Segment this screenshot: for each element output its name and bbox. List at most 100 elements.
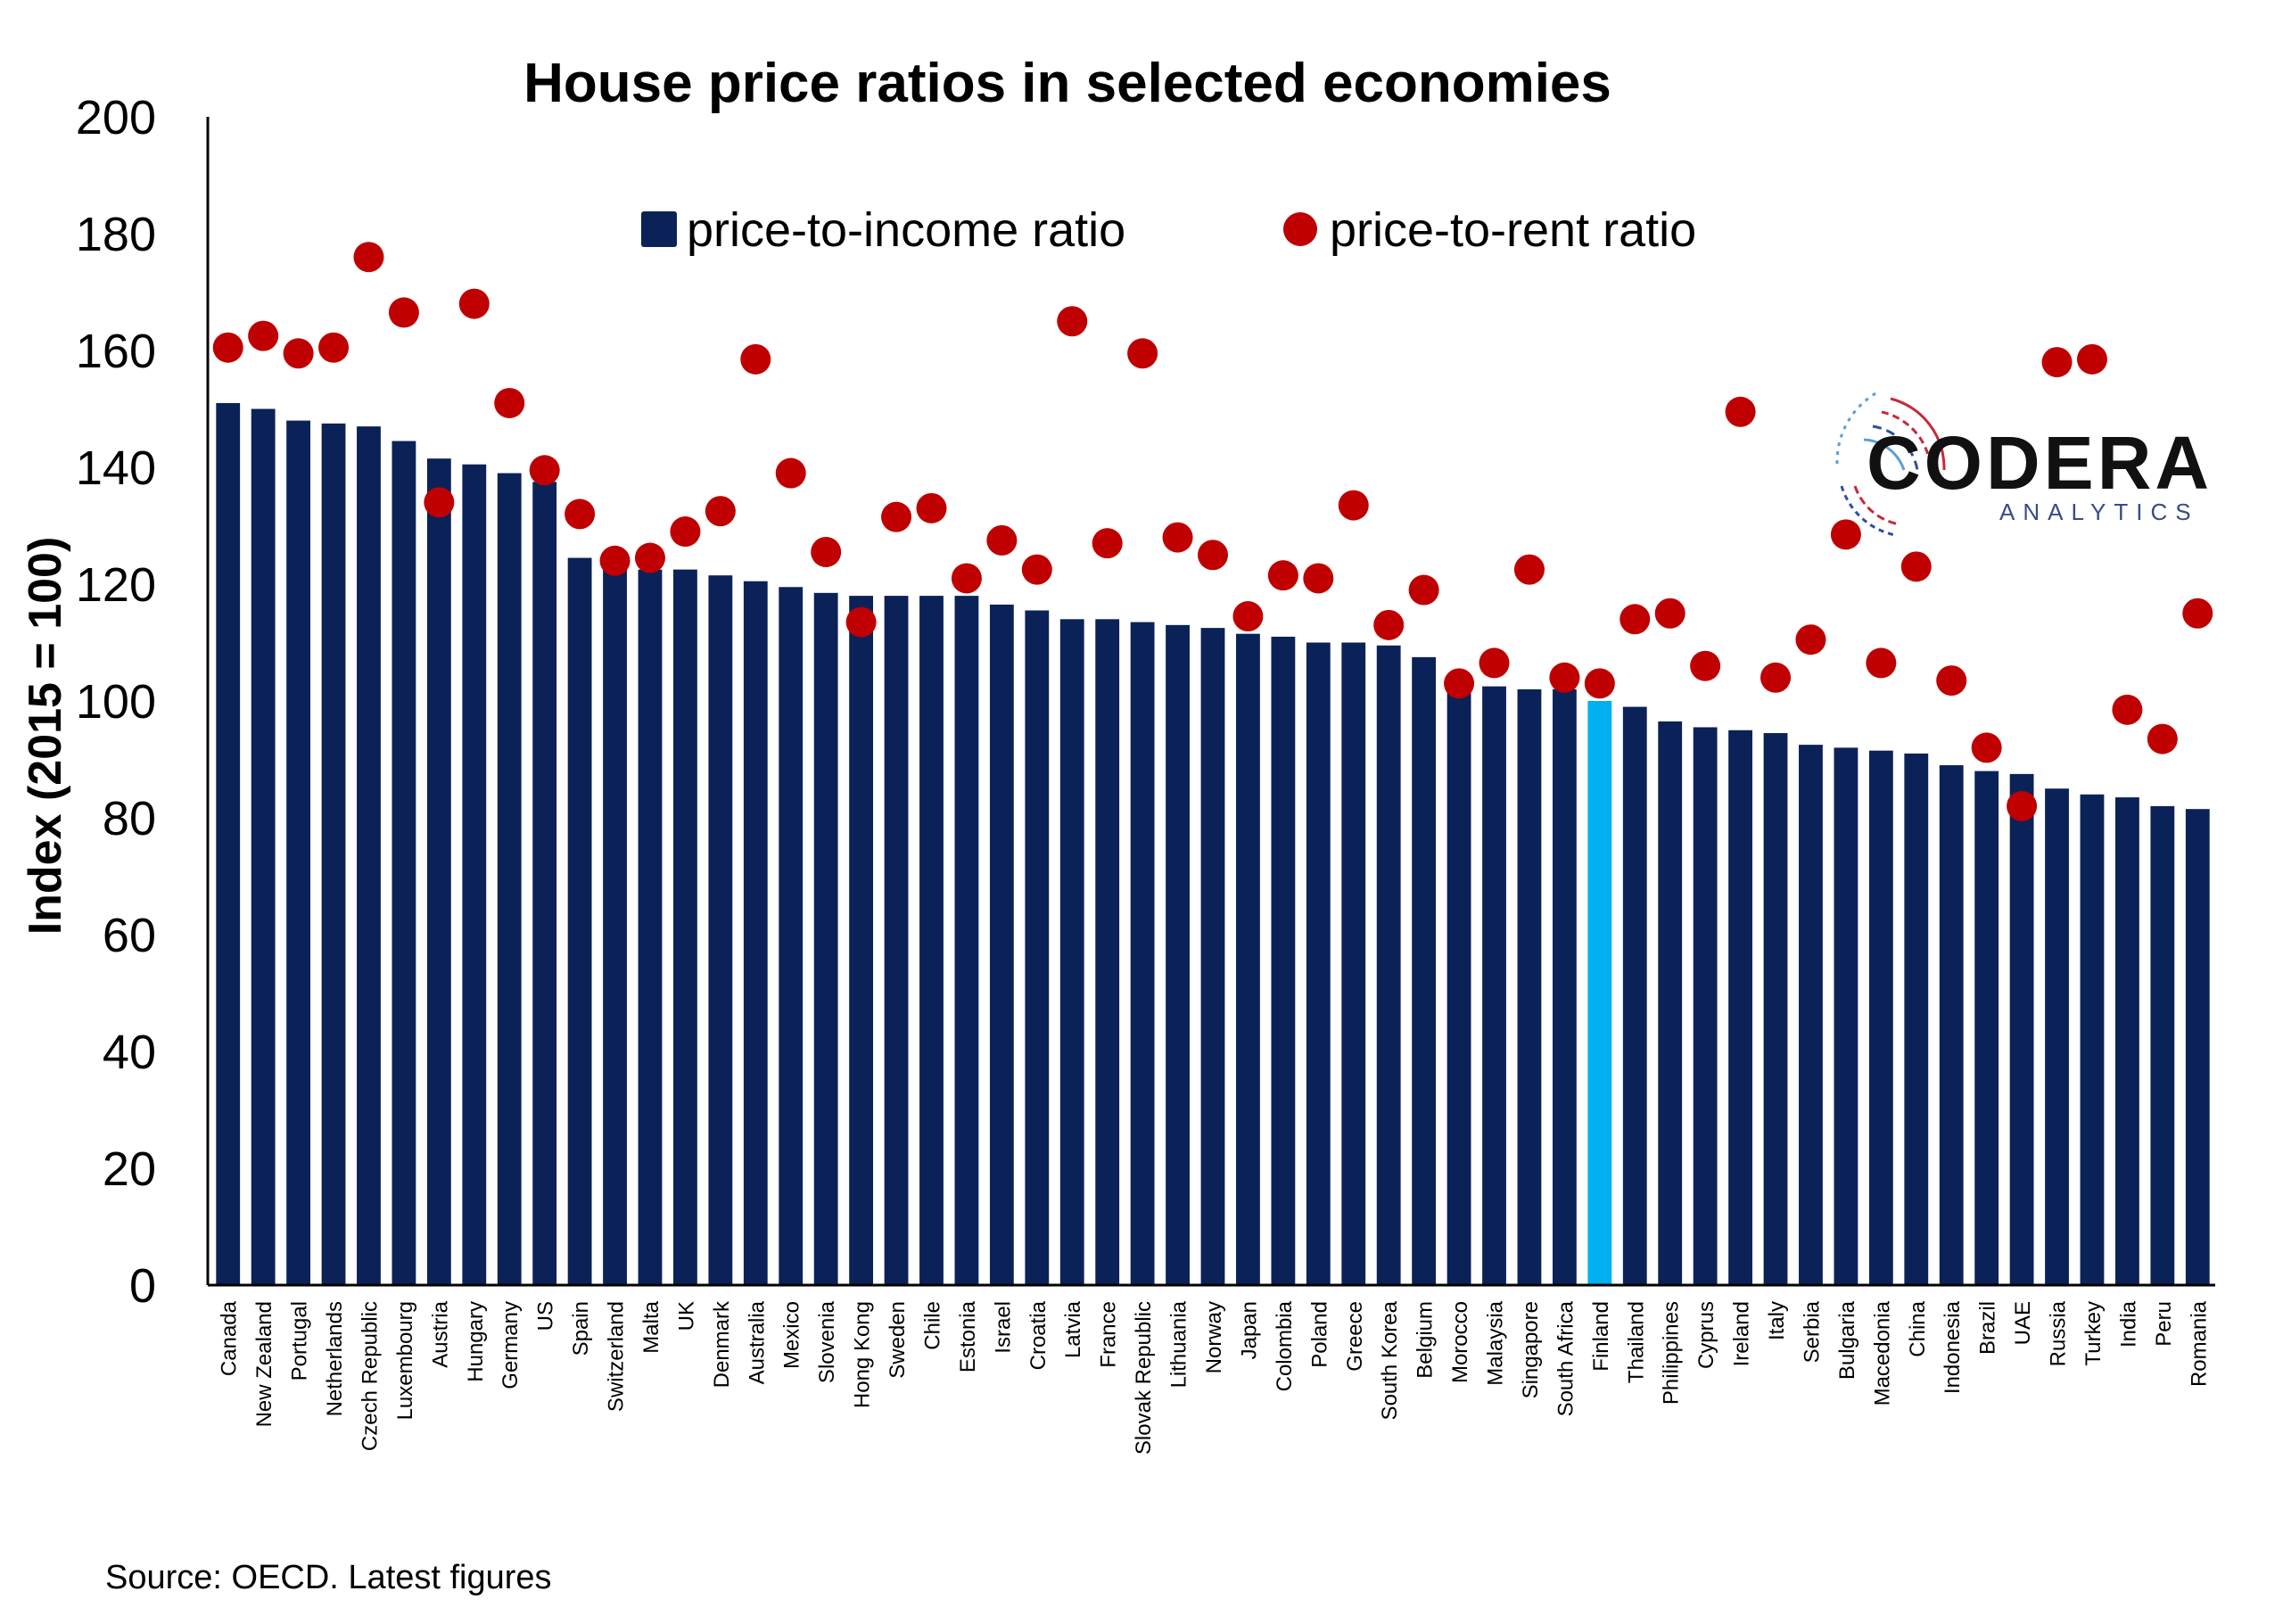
x-tick-label: Greece [1343, 1301, 1367, 1372]
point-israel [986, 524, 1018, 556]
point-austria [424, 487, 455, 518]
legend-label-price-to-rent: price-to-rent ratio [1330, 203, 1696, 257]
point-malaysia [1479, 647, 1510, 679]
point-south-africa [1549, 662, 1580, 693]
bar-greece [1341, 642, 1366, 1285]
x-tick-label: New Zealand [252, 1301, 276, 1427]
chart-title: House price ratios in selected economies [523, 53, 1611, 114]
point-colombia [1267, 560, 1298, 591]
x-tick-label: Poland [1307, 1301, 1331, 1368]
x-tick-label: Slovenia [815, 1300, 839, 1383]
x-tick-label: Brazil [1976, 1301, 2000, 1355]
point-hungary [458, 288, 490, 319]
x-tick-label: Colombia [1273, 1300, 1297, 1391]
bar-romania [2185, 809, 2210, 1285]
x-axis-tick-labels: Canada New Zealand Portugal Netherlands Czec… [218, 1300, 2212, 1455]
bar-latvia [1059, 619, 1084, 1285]
x-tick-label: Cyprus [1694, 1301, 1718, 1369]
bar-slovak-republic [1130, 622, 1155, 1285]
x-tick-label: Finland [1589, 1301, 1613, 1372]
point-cyprus [1690, 650, 1721, 681]
x-tick-label: Ireland [1730, 1301, 1754, 1366]
point-estonia [951, 563, 982, 594]
x-tick-label: Russia [2047, 1300, 2071, 1366]
x-tick-label: Switzerland [605, 1301, 629, 1412]
x-tick-label: Netherlands [323, 1301, 347, 1416]
y-tick-label: 180 [76, 208, 156, 261]
bar-morocco [1446, 683, 1471, 1285]
x-tick-label: Luxembourg [393, 1301, 417, 1420]
x-tick-label: Portugal [288, 1301, 312, 1381]
bar-macedonia [1868, 750, 1893, 1285]
bar-bulgaria [1834, 747, 1859, 1285]
x-tick-label: Germany [499, 1301, 523, 1389]
x-tick-label: Peru [2152, 1301, 2176, 1347]
point-netherlands [318, 332, 350, 363]
x-tick-label: Philippines [1660, 1301, 1684, 1405]
x-tick-label: Slovak Republic [1132, 1301, 1156, 1455]
point-spain [565, 499, 596, 530]
bar-japan [1236, 633, 1260, 1285]
y-tick-label: 60 [103, 909, 156, 962]
point-luxembourg [388, 297, 419, 328]
x-tick-label: Mexico [780, 1301, 804, 1369]
point-czech-republic [353, 242, 384, 273]
y-tick-label: 80 [103, 792, 156, 845]
bar-israel [989, 604, 1014, 1285]
bar-south-africa [1552, 688, 1577, 1285]
x-tick-label: Hong Kong [851, 1301, 875, 1408]
point-philippines [1654, 598, 1685, 629]
x-tick-label: Belgium [1413, 1301, 1438, 1379]
bar-netherlands [321, 423, 346, 1285]
x-tick-label: Lithuania [1167, 1300, 1191, 1388]
point-russia [2041, 347, 2073, 378]
y-tick-label: 100 [76, 675, 156, 729]
point-china [1900, 551, 1932, 582]
x-tick-label: France [1097, 1301, 1121, 1368]
bar-singapore [1517, 688, 1542, 1285]
bar-hong-kong [849, 596, 874, 1285]
x-tick-label: Japan [1237, 1301, 1261, 1359]
point-brazil [1971, 732, 2002, 763]
point-uk [670, 516, 701, 548]
bar-germany [497, 473, 522, 1285]
x-tick-label: Turkey [2081, 1301, 2106, 1365]
x-tick-label: Austria [428, 1300, 452, 1367]
bar-croatia [1025, 610, 1050, 1285]
bar-serbia [1799, 745, 1823, 1285]
bar-indonesia [1939, 765, 1964, 1285]
point-slovak-republic [1127, 338, 1158, 369]
point-italy [1760, 662, 1792, 693]
x-tick-label: Canada [218, 1300, 242, 1376]
price-to-rent-points [212, 242, 2213, 821]
x-tick-label: Czech Republic [358, 1301, 382, 1451]
price-to-income-bars [216, 402, 2210, 1286]
x-tick-label: Israel [991, 1301, 1015, 1354]
x-tick-label: China [1906, 1300, 1930, 1356]
codera-logo: CODERA ANALYTICS [1835, 391, 2213, 537]
logo-wordmark: CODERA [1867, 421, 2213, 505]
bar-peru [2150, 805, 2175, 1285]
bar-malta [638, 569, 663, 1285]
point-latvia [1057, 306, 1088, 337]
point-portugal [283, 338, 314, 369]
bar-chile [919, 596, 944, 1285]
point-hong-kong [845, 606, 877, 638]
bar-poland [1306, 642, 1331, 1285]
bar-turkey [2080, 794, 2105, 1285]
x-tick-label: Australia [745, 1300, 769, 1384]
point-france [1092, 528, 1123, 559]
bar-mexico [779, 587, 804, 1285]
x-tick-label: South Korea [1378, 1300, 1402, 1420]
point-new-zealand [248, 320, 279, 351]
point-uae [2007, 790, 2038, 821]
x-tick-label: Denmark [710, 1300, 734, 1388]
bar-new-zealand [251, 408, 276, 1285]
x-tick-label: Hungary [464, 1301, 488, 1382]
point-malta [634, 542, 665, 573]
legend-label-price-to-income: price-to-income ratio [687, 203, 1125, 257]
x-tick-label: Sweden [886, 1301, 910, 1379]
point-turkey [2076, 343, 2107, 375]
y-tick-label: 120 [76, 558, 156, 612]
